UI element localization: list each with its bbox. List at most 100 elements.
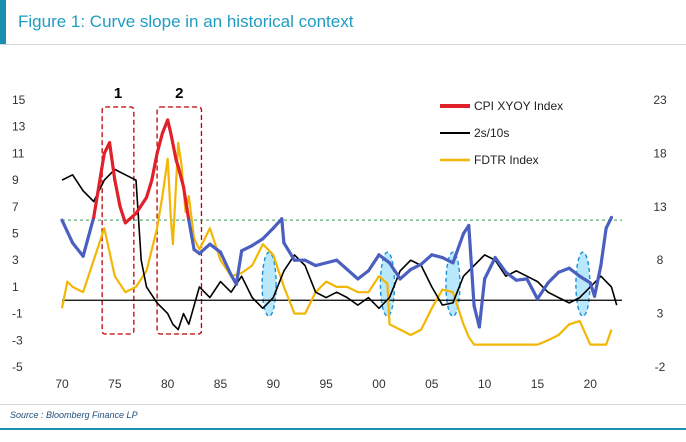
series-segment-cpi: [483, 255, 497, 281]
y-left-tick-0: 15: [12, 93, 26, 107]
series-segment-cpi: [387, 261, 402, 281]
y-left-tick-1: 13: [12, 120, 26, 134]
y-left-tick-7: 1: [12, 280, 19, 294]
series-segment-cpi: [535, 281, 550, 301]
series-segment-cpi: [169, 131, 178, 162]
series-segment-cpi: [419, 253, 434, 266]
y-left-tick-9: -3: [12, 333, 23, 347]
series-segment-cpi: [557, 266, 571, 274]
x-tick-75: 75: [108, 377, 122, 391]
series-segment-cpi: [493, 255, 508, 274]
series-segment-cpi: [504, 270, 518, 282]
legend-label-2: 2s/10s: [474, 126, 509, 140]
series-segment-cpi: [599, 226, 608, 268]
series-segment-cpi: [155, 131, 164, 156]
series-segment-cpi: [280, 217, 286, 245]
legend-label-1: CPI XYOY Index: [474, 99, 563, 113]
series-segment-cpi: [477, 277, 487, 329]
series-segment-cpi: [60, 218, 75, 245]
series-segment-cpi: [118, 205, 127, 225]
series-segment-cpi: [409, 262, 423, 272]
y-left-tick-5: 5: [12, 227, 19, 241]
series-segment-cpi: [366, 253, 381, 273]
series-segment-cpi: [345, 267, 360, 281]
y-left-tick-6: 3: [12, 253, 19, 267]
y-right-tick-5: -2: [655, 360, 666, 374]
x-tick-95: 95: [319, 377, 333, 391]
series-segment-cpi: [578, 274, 592, 285]
series-line-fdtr: [60, 141, 613, 346]
y-right-tick-2: 13: [653, 200, 667, 214]
series-segment-cpi: [398, 267, 413, 281]
series-segment-cpi: [144, 178, 154, 200]
callout-box-1: [101, 106, 135, 335]
series-segment-cpi: [356, 269, 371, 281]
series-segment-cpi: [282, 241, 297, 262]
series-segment-cpi: [166, 118, 173, 135]
series-lines: [60, 118, 618, 346]
series-segment-cpi: [134, 195, 149, 216]
series-segment-cpi: [107, 141, 117, 182]
source-divider: [0, 404, 686, 405]
series-segment-cpi: [150, 151, 159, 182]
series-segment-cpi: [250, 237, 265, 248]
legend: CPI XYOY Index 2s/10s FDTR Index: [440, 99, 563, 167]
x-tick-15: 15: [531, 377, 545, 391]
x-tick-20: 20: [584, 377, 598, 391]
series-segment-cpi: [208, 242, 223, 254]
highlight-ellipse-4: [575, 251, 591, 317]
y-right-tick-1: 18: [653, 146, 667, 160]
footer-rule: [0, 428, 686, 430]
series-segment-cpi: [324, 258, 339, 265]
series-segment-cpi: [240, 243, 254, 253]
x-tick-80: 80: [161, 377, 175, 391]
callout-label-1: 1: [114, 85, 122, 102]
series-line-2s10s: [61, 168, 618, 331]
series-segment-cpi: [123, 211, 138, 225]
x-tick-05: 05: [425, 377, 439, 391]
series-segment-cpi: [313, 261, 328, 268]
y-left-tick-3: 9: [12, 173, 19, 187]
series-segment-cpi: [467, 223, 476, 308]
series-segment-cpi: [303, 258, 318, 268]
y-left-tick-4: 7: [12, 200, 19, 214]
series-segment-cpi: [525, 277, 540, 301]
series-segment-cpi: [335, 258, 349, 272]
x-tick-90: 90: [267, 377, 281, 391]
y-right-tick-0: 23: [653, 93, 667, 107]
series-segment-cpi: [176, 165, 186, 189]
series-segment-cpi: [181, 185, 191, 222]
series-segment-cpi: [430, 253, 444, 260]
series-segment-cpi: [81, 215, 96, 258]
series-segment-cpi: [234, 249, 244, 286]
x-tick-10: 10: [478, 377, 492, 391]
x-tick-85: 85: [214, 377, 228, 391]
series-segment-cpi: [92, 151, 106, 220]
series-segment-cpi: [377, 253, 392, 265]
series-segment-cpi: [514, 277, 529, 282]
series-segment-cpi: [187, 218, 196, 252]
series-segment-cpi: [440, 255, 455, 265]
y-left-tick-8: -1: [12, 307, 23, 321]
figure-title: Figure 1: Curve slope in an historical c…: [18, 12, 354, 31]
series-segment-cpi: [451, 231, 466, 265]
header-divider: [0, 44, 686, 45]
source-note: Source : Bloomberg Finance LP: [10, 410, 138, 420]
series-segment-cpi: [567, 266, 582, 278]
series-segment-cpi: [261, 226, 275, 241]
series-segment-cpi: [197, 242, 212, 256]
series-segment-cpi: [592, 263, 603, 298]
series-segment-cpi: [70, 241, 85, 258]
y-right-tick-4: 3: [657, 307, 664, 321]
series-segment-cpi: [546, 270, 561, 285]
callout-label-2: 2: [175, 85, 183, 102]
series-segment-cpi: [604, 215, 614, 230]
y-right-tick-3: 8: [657, 253, 664, 267]
y-left-tick-10: -5: [12, 360, 23, 374]
x-tick-70: 70: [55, 377, 69, 391]
x-tick-00: 00: [372, 377, 386, 391]
series-segment-cpi: [113, 178, 122, 209]
legend-label-3: FDTR Index: [474, 153, 539, 167]
